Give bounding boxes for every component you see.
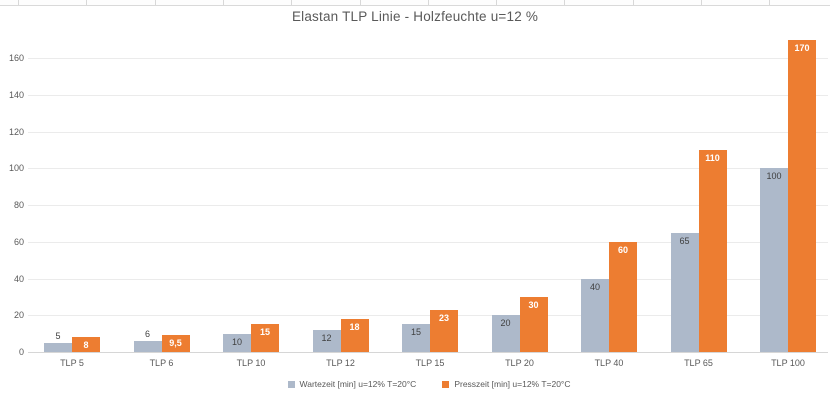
gridline — [28, 205, 828, 206]
spreadsheet-cell-border — [155, 0, 156, 5]
x-axis-category-label: TLP 10 — [236, 358, 266, 368]
legend-label-wartezeit: Wartezeit [min] u=12% T=20°C — [299, 379, 417, 389]
spreadsheet-cell-border — [633, 0, 634, 5]
spreadsheet-cell-border — [496, 0, 497, 5]
bar-presszeit-tlp-20[interactable] — [519, 296, 548, 352]
gridline — [28, 315, 828, 317]
bar-wartezeit-tlp-10[interactable] — [223, 333, 251, 352]
gridline — [28, 94, 828, 96]
data-label: 60 — [617, 244, 628, 255]
data-label: 20 — [500, 318, 511, 329]
spreadsheet-cell-border — [428, 0, 429, 5]
spreadsheet-cell-border — [564, 0, 565, 5]
x-axis-category-label: TLP 12 — [326, 358, 355, 368]
data-label: 5 — [55, 330, 61, 341]
data-label: 6 — [144, 329, 150, 339]
y-axis-tick-label: 20 — [13, 310, 24, 321]
y-axis-tick-label: 120 — [8, 126, 24, 137]
y-axis-tick-label: 140 — [8, 89, 24, 100]
spreadsheet-cell-border — [769, 0, 770, 5]
data-label: 9,5 — [169, 337, 182, 348]
y-axis-tick-label: 80 — [13, 200, 24, 210]
spreadsheet-top-strip — [0, 0, 830, 6]
bar-wartezeit-tlp-12[interactable] — [312, 329, 341, 352]
spreadsheet-cell-border — [360, 0, 361, 5]
bar-presszeit-tlp-10[interactable] — [251, 324, 279, 352]
bar-presszeit-tlp-5[interactable] — [72, 337, 100, 352]
chart-legend: Wartezeit [min] u=12% T=20°C Presszeit [… — [14, 379, 830, 389]
gridline — [28, 168, 828, 170]
data-label: 8 — [83, 340, 89, 351]
spreadsheet-cell-border — [18, 0, 19, 5]
data-label: 110 — [705, 152, 720, 163]
legend-item-wartezeit[interactable]: Wartezeit [min] u=12% T=20°C — [287, 379, 417, 389]
y-axis-tick-label: 100 — [8, 163, 24, 174]
gridline — [28, 131, 828, 133]
gridline — [28, 58, 828, 59]
gridline — [28, 278, 828, 280]
x-axis-line — [28, 352, 828, 353]
x-axis-category-label: TLP 100 — [771, 358, 805, 368]
gridline — [28, 241, 828, 243]
bar-presszeit-tlp-65[interactable] — [698, 149, 727, 352]
data-label: 15 — [259, 327, 270, 338]
x-axis-category-label: TLP 15 — [415, 358, 445, 368]
data-label: 100 — [766, 171, 782, 182]
y-axis-tick-label: 0 — [18, 347, 24, 357]
data-label: 10 — [231, 336, 242, 347]
bar-presszeit-tlp-15[interactable] — [430, 309, 458, 352]
bar-presszeit-tlp-40[interactable] — [609, 241, 637, 353]
bar-wartezeit-tlp-100[interactable] — [760, 168, 788, 353]
bar-presszeit-tlp-6[interactable] — [161, 334, 190, 352]
x-axis-category-label: TLP 40 — [594, 358, 624, 368]
data-label: 65 — [679, 235, 690, 246]
bar-wartezeit-tlp-5[interactable] — [44, 342, 72, 352]
legend-item-presszeit[interactable]: Presszeit [min] u=12% T=20°C — [442, 379, 570, 389]
legend-swatch-wartezeit-icon — [287, 380, 295, 388]
chart-title[interactable]: Elastan TLP Linie - Holzfeuchte u=12 % — [291, 9, 539, 24]
spreadsheet-cell-border — [223, 0, 224, 5]
data-label: 18 — [349, 321, 360, 332]
data-label: 23 — [438, 312, 449, 323]
data-label: 40 — [589, 281, 600, 292]
bar-wartezeit-tlp-15[interactable] — [402, 324, 430, 352]
bar-wartezeit-tlp-65[interactable] — [670, 232, 699, 352]
data-label: 170 — [794, 42, 810, 53]
legend-swatch-presszeit-icon — [442, 380, 450, 388]
bar-wartezeit-tlp-6[interactable] — [133, 341, 162, 352]
y-axis-tick-label: 160 — [8, 53, 24, 63]
x-axis-category-label: TLP 6 — [149, 358, 174, 368]
data-label: 15 — [410, 327, 421, 338]
legend-label-presszeit: Presszeit [min] u=12% T=20°C — [454, 379, 571, 389]
x-axis-category-label: TLP 65 — [684, 358, 713, 368]
bar-presszeit-tlp-100[interactable] — [788, 39, 816, 352]
data-label: 12 — [321, 332, 332, 343]
data-label: 30 — [528, 299, 539, 310]
spreadsheet-cell-border — [86, 0, 87, 5]
x-axis-category-label: TLP 5 — [60, 358, 84, 368]
y-axis-tick-label: 40 — [13, 273, 24, 284]
y-axis-tick-label: 60 — [13, 236, 24, 247]
spreadsheet-cell-border — [291, 0, 292, 5]
bar-wartezeit-tlp-20[interactable] — [491, 315, 520, 353]
x-axis-category-label: TLP 20 — [505, 358, 534, 368]
spreadsheet-cell-border — [701, 0, 702, 5]
bar-wartezeit-tlp-40[interactable] — [581, 278, 609, 352]
bar-presszeit-tlp-12[interactable] — [340, 318, 369, 352]
